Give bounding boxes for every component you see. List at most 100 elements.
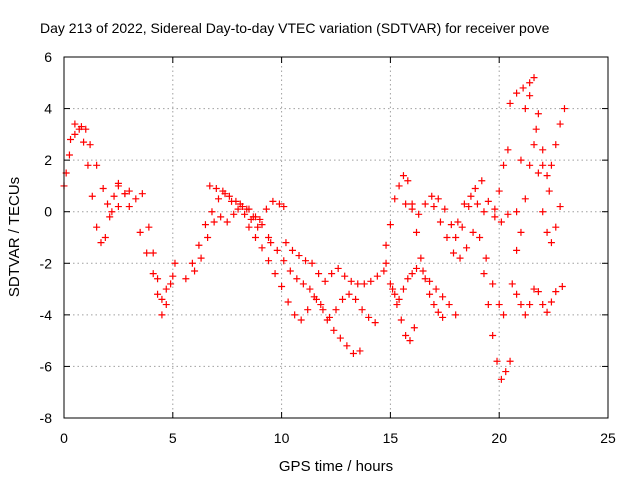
data-point — [306, 285, 314, 293]
data-point — [395, 295, 403, 303]
data-point — [482, 254, 490, 262]
data-point — [439, 313, 447, 321]
data-point — [410, 324, 418, 332]
data-point — [197, 254, 205, 262]
data-point — [434, 308, 442, 316]
data-point — [334, 264, 342, 272]
data-point — [539, 208, 547, 216]
data-point — [421, 200, 429, 208]
data-point — [149, 249, 157, 257]
series-track-22 — [506, 84, 553, 195]
data-point — [489, 280, 497, 288]
data-point — [380, 267, 388, 275]
data-point — [295, 252, 303, 260]
data-point — [454, 218, 462, 226]
series-track-3 — [114, 179, 177, 303]
data-point — [456, 254, 464, 262]
data-point — [521, 105, 529, 113]
x-tick-label: 0 — [60, 430, 68, 446]
data-point — [447, 221, 455, 229]
data-point — [65, 151, 73, 159]
data-point — [432, 285, 440, 293]
y-tick-label: -8 — [40, 410, 53, 426]
data-point — [539, 146, 547, 154]
data-points — [60, 74, 568, 383]
data-point — [484, 197, 492, 205]
data-point — [158, 311, 166, 319]
data-point — [234, 205, 242, 213]
data-point — [530, 141, 538, 149]
data-point — [547, 161, 555, 169]
data-point — [389, 285, 397, 293]
data-point — [413, 264, 421, 272]
data-point — [82, 125, 90, 133]
data-point — [149, 270, 157, 278]
data-point — [210, 218, 218, 226]
data-point — [517, 228, 525, 236]
data-point — [71, 120, 79, 128]
data-point — [406, 337, 414, 345]
data-point — [138, 190, 146, 198]
data-point — [552, 288, 560, 296]
data-point — [332, 306, 340, 314]
data-point — [251, 234, 259, 241]
data-point — [256, 215, 264, 223]
data-point — [491, 205, 499, 213]
data-point — [254, 223, 262, 231]
series-track-1 — [60, 123, 133, 216]
data-point — [275, 200, 283, 208]
data-point — [267, 239, 275, 247]
data-point — [521, 195, 529, 203]
data-point — [545, 187, 553, 195]
data-point — [171, 259, 179, 267]
series-track-16 — [452, 177, 512, 241]
data-point — [428, 192, 436, 200]
x-tick-label: 5 — [169, 430, 177, 446]
data-point — [330, 326, 338, 334]
data-point — [491, 213, 499, 221]
data-point — [265, 257, 273, 265]
data-point — [434, 195, 442, 203]
y-tick-label: -4 — [40, 307, 53, 323]
data-point — [158, 295, 166, 303]
data-point — [395, 182, 403, 190]
data-point — [284, 298, 292, 306]
data-point — [402, 200, 410, 208]
data-point — [445, 301, 453, 309]
data-point — [534, 288, 542, 296]
data-point — [75, 125, 83, 133]
data-point — [321, 277, 329, 285]
data-point — [458, 223, 466, 231]
data-point — [480, 208, 488, 216]
data-point — [214, 195, 222, 203]
data-point — [495, 187, 503, 195]
data-point — [556, 120, 564, 128]
data-point — [450, 249, 458, 257]
data-point — [269, 197, 277, 205]
data-point — [530, 285, 538, 293]
tick-labels: 0 5 10 15 20 25 -8 -6 -4 -2 0 2 4 6 — [40, 49, 616, 446]
data-point — [543, 308, 551, 316]
data-point — [532, 125, 540, 133]
data-point — [497, 218, 505, 226]
data-point — [262, 205, 270, 213]
data-point — [245, 205, 253, 213]
data-point — [201, 221, 209, 229]
data-point — [286, 267, 294, 275]
series-track-4 — [136, 228, 179, 319]
series-track-19 — [508, 280, 566, 319]
data-point — [356, 347, 364, 355]
data-point — [476, 234, 484, 241]
data-point — [500, 161, 508, 169]
data-point — [101, 234, 109, 241]
x-axis-label: GPS time / hours — [279, 458, 393, 475]
data-point — [471, 185, 479, 193]
data-point — [343, 342, 351, 350]
data-point — [399, 172, 407, 180]
series-track-14 — [402, 192, 488, 229]
data-point — [413, 228, 421, 236]
data-point — [121, 190, 129, 198]
series-track-13 — [389, 285, 418, 345]
data-point — [108, 208, 116, 216]
series-track-15 — [430, 203, 508, 319]
